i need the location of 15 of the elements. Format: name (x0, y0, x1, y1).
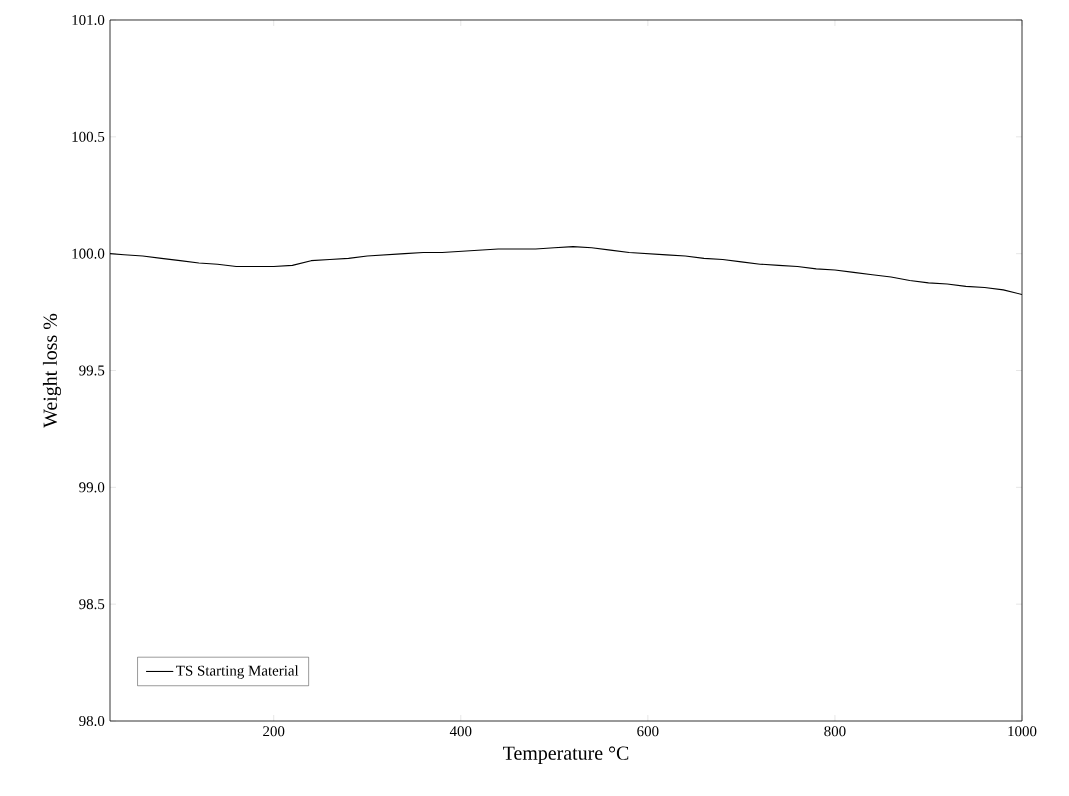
x-axis-title: Temperature °C (503, 746, 629, 764)
legend-label: TS Starting Material (176, 665, 299, 679)
y-tick-label: 98.5 (79, 599, 105, 610)
y-tick-label: 98.0 (79, 715, 105, 727)
y-tick-label: 99.5 (79, 365, 105, 376)
y-tick-label: 99.0 (79, 482, 105, 493)
y-tick-label: 101.0 (72, 14, 105, 26)
x-tick-label: 600 (637, 726, 659, 737)
y-axis-title: Weight loss % (42, 313, 62, 428)
x-tick-label: 400 (449, 726, 472, 737)
y-tick-label: 100.5 (72, 131, 105, 142)
x-tick-label: 1000 (1008, 726, 1037, 737)
y-tick-label: 100.0 (72, 248, 105, 259)
x-tick-label: 200 (263, 726, 285, 737)
x-tick-label: 800 (824, 726, 846, 737)
